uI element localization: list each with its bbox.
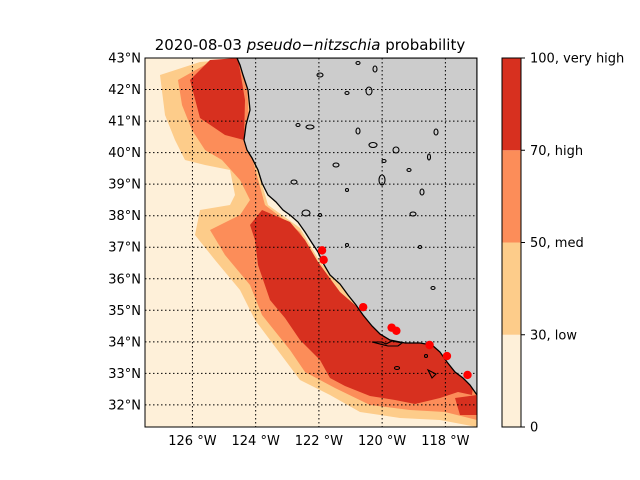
x-tick-label: 120 °W (358, 434, 406, 449)
colorbar-label: 70, high (530, 144, 583, 159)
colorbar-segment-3 (502, 58, 521, 151)
x-tick-label: 118 °W (421, 434, 469, 449)
observation-point-1 (319, 255, 328, 265)
observation-point-0 (317, 246, 327, 255)
observation-point-7 (463, 370, 472, 380)
probability-band-very-high (190, 58, 477, 415)
colorbar: 0 30, low 50, med 70, high 100, very high (501, 52, 624, 436)
observation-point-5 (425, 340, 434, 350)
colorbar-segment-1 (502, 242, 521, 335)
observation-point-2 (358, 302, 368, 312)
chart-title: 2020-08-03 pseudo−nitzschia probability (155, 36, 466, 54)
y-tick-label: 32°N (108, 398, 141, 413)
title-date: 2020-08-03 (155, 36, 242, 54)
colorbar-label: 100, very high (530, 52, 624, 67)
y-tick-label: 36°N (108, 272, 141, 287)
y-tick-label: 33°N (108, 367, 141, 382)
map-area (145, 58, 477, 427)
x-tick-label: 124 °W (232, 434, 280, 449)
title-suffix: probability (385, 36, 465, 54)
gridlines (145, 58, 477, 427)
y-tick-label: 37°N (108, 241, 141, 256)
observation-points (317, 246, 472, 380)
y-axis: 32°N 33°N 34°N 35°N 36°N 37°N 38°N 39°N 40°N 41°N… (108, 52, 141, 414)
colorbar-segment-0 (502, 334, 521, 427)
y-tick-label: 42°N (108, 83, 141, 98)
colorbar-label: 0 (530, 421, 538, 436)
y-tick-label: 39°N (108, 178, 141, 193)
x-tick-label: 122 °W (295, 434, 343, 449)
y-tick-label: 34°N (108, 335, 141, 350)
y-tick-label: 40°N (108, 146, 141, 161)
observation-point-4 (392, 326, 401, 336)
x-axis: 126 °W 124 °W 122 °W 120 °W 118 °W (168, 434, 469, 449)
title-species: pseudo−nitzschia (246, 36, 381, 54)
y-tick-label: 41°N (108, 115, 141, 130)
axes-frame (144, 57, 478, 428)
colorbar-label: 30, low (530, 328, 577, 343)
y-tick-label: 43°N (108, 52, 141, 67)
observation-point-6 (442, 351, 452, 361)
colorbar-segment-2 (502, 150, 521, 243)
x-tick-label: 126 °W (168, 434, 216, 449)
land-outlines (290, 60, 439, 379)
colorbar-label: 50, med (530, 236, 584, 251)
y-tick-label: 38°N (108, 209, 141, 224)
y-tick-label: 35°N (108, 304, 141, 319)
